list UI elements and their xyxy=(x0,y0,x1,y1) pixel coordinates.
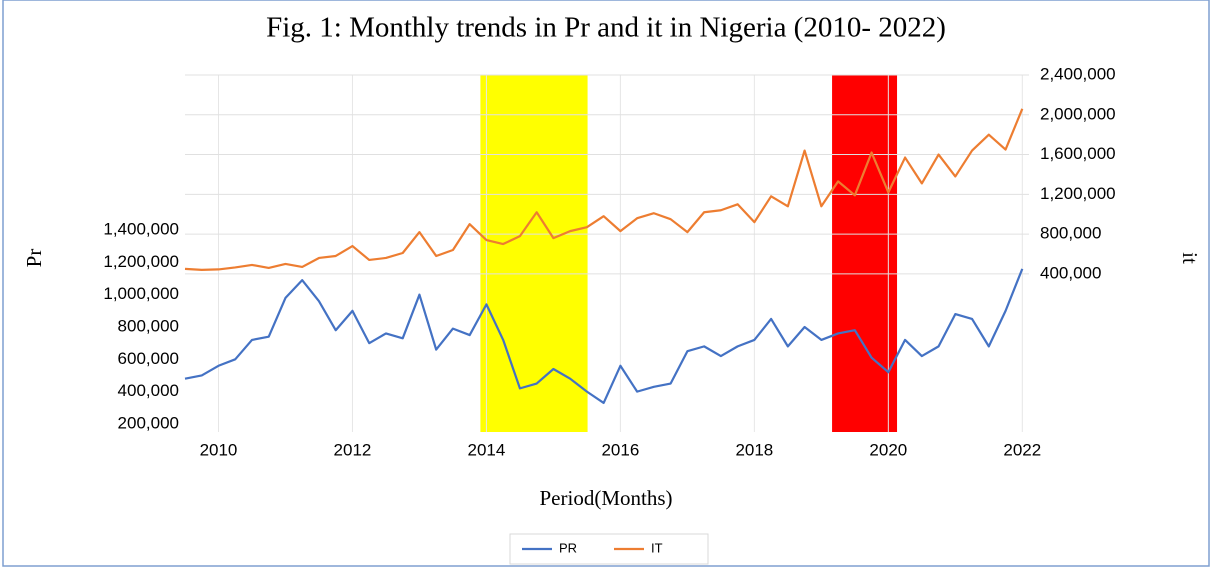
y-tick-label: 800,000 xyxy=(118,316,179,335)
y2-tick-label: 1,600,000 xyxy=(1040,144,1116,163)
y-axis-label: Pr xyxy=(22,249,46,268)
grid xyxy=(185,74,1029,432)
legend: PR IT xyxy=(509,533,709,565)
y2-tick-label: 1,200,000 xyxy=(1040,184,1116,203)
legend-label: PR xyxy=(559,540,577,555)
y2-tick-label: 2,000,000 xyxy=(1040,104,1116,123)
series-line xyxy=(184,268,1024,405)
x-axis-label: Period(Months) xyxy=(540,486,673,510)
y-tick-label: 600,000 xyxy=(118,349,179,368)
lines xyxy=(184,108,1024,405)
x-tick-label: 2020 xyxy=(869,440,907,459)
x-tick-label: 2014 xyxy=(468,440,506,459)
y2-tick-label: 800,000 xyxy=(1040,224,1101,243)
x-tick-label: 2012 xyxy=(334,440,372,459)
y-tick-label: 400,000 xyxy=(118,381,179,400)
y2-tick-label: 2,400,000 xyxy=(1040,64,1116,83)
labels: 2010 2012 2014 2016 2018 2020 2022 200,000 400,0… xyxy=(103,64,1115,459)
shaded-band xyxy=(480,75,588,432)
x-tick-label: 2022 xyxy=(1003,440,1041,459)
y-tick-label: 1,400,000 xyxy=(103,220,179,239)
y2-tick-label: 400,000 xyxy=(1040,263,1101,282)
x-tick-label: 2010 xyxy=(200,440,238,459)
shaded-band xyxy=(832,75,898,432)
y2-axis-label: it xyxy=(1178,252,1202,264)
y-tick-label: 1,000,000 xyxy=(103,284,179,303)
y-tick-label: 200,000 xyxy=(118,413,179,432)
x-tick-label: 2016 xyxy=(601,440,639,459)
y-tick-label: 1,200,000 xyxy=(103,252,179,271)
legend-label: IT xyxy=(651,540,663,555)
series-line xyxy=(184,108,1024,272)
x-tick-label: 2018 xyxy=(735,440,773,459)
bands xyxy=(480,75,898,432)
chart-title: Fig. 1: Monthly trends in Pr and it in N… xyxy=(266,12,946,44)
